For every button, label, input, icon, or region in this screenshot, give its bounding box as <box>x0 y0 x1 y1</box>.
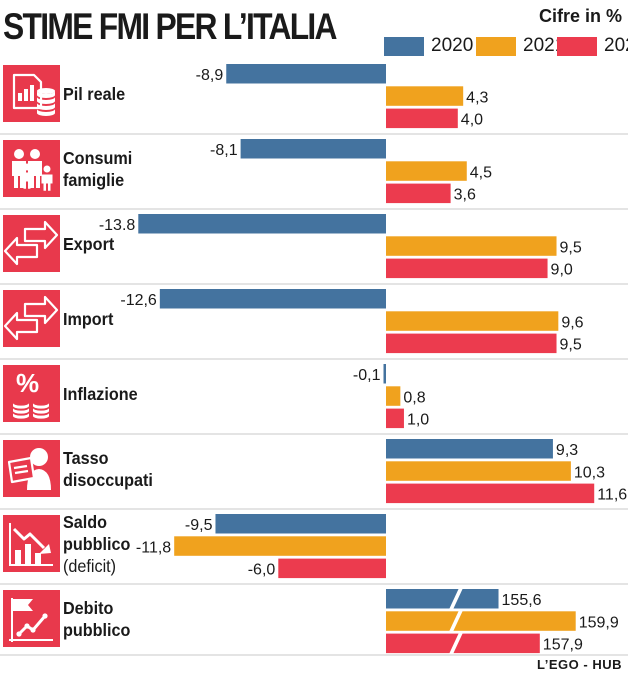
indicator-label: Export <box>63 234 115 254</box>
indicator-label: pubblico <box>63 620 130 640</box>
bar-value-label: -11,8 <box>136 539 171 556</box>
legend-item-2022: 2022 <box>557 35 628 56</box>
bar-2021 <box>386 311 559 331</box>
indicator-label: Tasso <box>63 448 109 468</box>
family-icon <box>3 140 60 197</box>
bar-value-label: 9,0 <box>551 262 573 279</box>
bar-value-label: -9,5 <box>185 517 213 534</box>
bar-2021 <box>386 86 464 106</box>
bar-2020 <box>159 289 386 309</box>
bar-2021 <box>386 161 467 181</box>
bar-2020 <box>386 439 553 459</box>
bar-2020 <box>138 214 386 234</box>
bar-value-label: 11,6 <box>597 487 627 504</box>
bar-2020 <box>226 64 386 84</box>
legend-label-2022: 2022 <box>604 35 628 56</box>
percent-coins-icon: % <box>3 365 60 422</box>
bar-value-label: 9,5 <box>560 239 582 256</box>
indicator-label: Pil reale <box>63 84 125 104</box>
indicator-label: famiglie <box>63 170 124 190</box>
bar-value-label: 3,6 <box>454 187 476 204</box>
import-arrows-icon <box>3 290 60 347</box>
indicator-label: Inflazione <box>63 384 138 404</box>
bar-value-label: 9,6 <box>561 314 583 331</box>
bar-value-label: -13.8 <box>99 217 136 234</box>
bar-2022 <box>386 333 557 354</box>
bar-value-label: 159,9 <box>579 614 619 631</box>
svg-text:%: % <box>16 368 39 398</box>
bar-value-label: 10,3 <box>574 464 605 481</box>
bar-2022 <box>386 258 548 279</box>
bar-2021 <box>174 536 386 556</box>
bar-value-label: 4,0 <box>461 112 483 129</box>
bar-2022 <box>386 633 540 654</box>
bar-2021 <box>386 386 401 406</box>
scale-break-mark <box>449 632 463 655</box>
bar-2022 <box>278 558 386 579</box>
bar-2020 <box>240 139 386 159</box>
bar-value-label: -6,0 <box>248 562 276 579</box>
bar-2021 <box>386 611 576 631</box>
pil-icon <box>3 65 60 122</box>
bar-value-label: -8,1 <box>210 142 238 159</box>
bar-value-label: 4,5 <box>470 164 492 181</box>
bar-value-label: -8,9 <box>196 67 224 84</box>
legend-swatch-2021 <box>476 36 516 56</box>
bar-value-label: 4,3 <box>466 89 488 106</box>
indicator-group: Pil reale -8,9 4,3 4,0 <box>3 64 489 129</box>
indicator-group: Export-13.8 9,5 9,0 <box>3 214 582 279</box>
decline-chart-icon <box>3 515 60 572</box>
bar-2021 <box>386 461 571 481</box>
legend-swatch-2022 <box>557 36 597 56</box>
indicator-label: Consumi <box>63 148 132 168</box>
bar-value-label: 9,3 <box>556 442 578 459</box>
legend-item-2021: 2021 <box>476 35 566 56</box>
indicator-label: Debito <box>63 598 113 618</box>
unemployed-icon <box>3 440 60 497</box>
indicator-label: pubblico <box>63 534 130 554</box>
indicator-label: disoccupati <box>63 470 153 490</box>
indicator-label: Import <box>63 309 114 329</box>
legend-swatch-2020 <box>384 36 424 56</box>
export-arrows-icon <box>3 215 60 272</box>
indicator-label: Saldo <box>63 512 107 532</box>
bar-2020 <box>383 364 386 384</box>
debt-flag-icon <box>3 590 60 647</box>
legend-item-2020: 2020 <box>384 35 474 56</box>
bar-value-label: 157,9 <box>543 637 583 654</box>
bar-2020 <box>215 514 386 534</box>
scale-break-mark <box>449 610 463 632</box>
bar-2021 <box>386 236 557 256</box>
chart-title: STIME FMI PER L’ITALIA <box>3 6 338 47</box>
legend-label-2020: 2020 <box>431 35 474 56</box>
bar-value-label: -12,6 <box>120 292 157 309</box>
bar-2022 <box>386 183 451 204</box>
indicator-group: Import -12,6 9,6 9,5 <box>3 289 584 354</box>
bar-2022 <box>386 108 458 129</box>
bar-2022 <box>386 483 595 504</box>
bar-value-label: 9,5 <box>560 337 582 354</box>
bar-value-label: 0,8 <box>403 389 425 406</box>
credit: L’EGO - HUB <box>537 657 622 672</box>
bar-value-label: -0,1 <box>353 367 381 384</box>
scale-break-mark <box>449 588 463 610</box>
bar-value-label: 1,0 <box>407 412 429 429</box>
bar-2020 <box>386 589 499 609</box>
indicator-label: (deficit) <box>63 556 116 576</box>
bar-value-label: 155,6 <box>502 592 542 609</box>
indicator-group: % Inflazione -0,1 0,8 1,0 <box>3 364 429 429</box>
bar-2022 <box>386 408 404 429</box>
units-note: Cifre in % <box>538 6 622 26</box>
legend-label-2021: 2021 <box>523 35 566 56</box>
